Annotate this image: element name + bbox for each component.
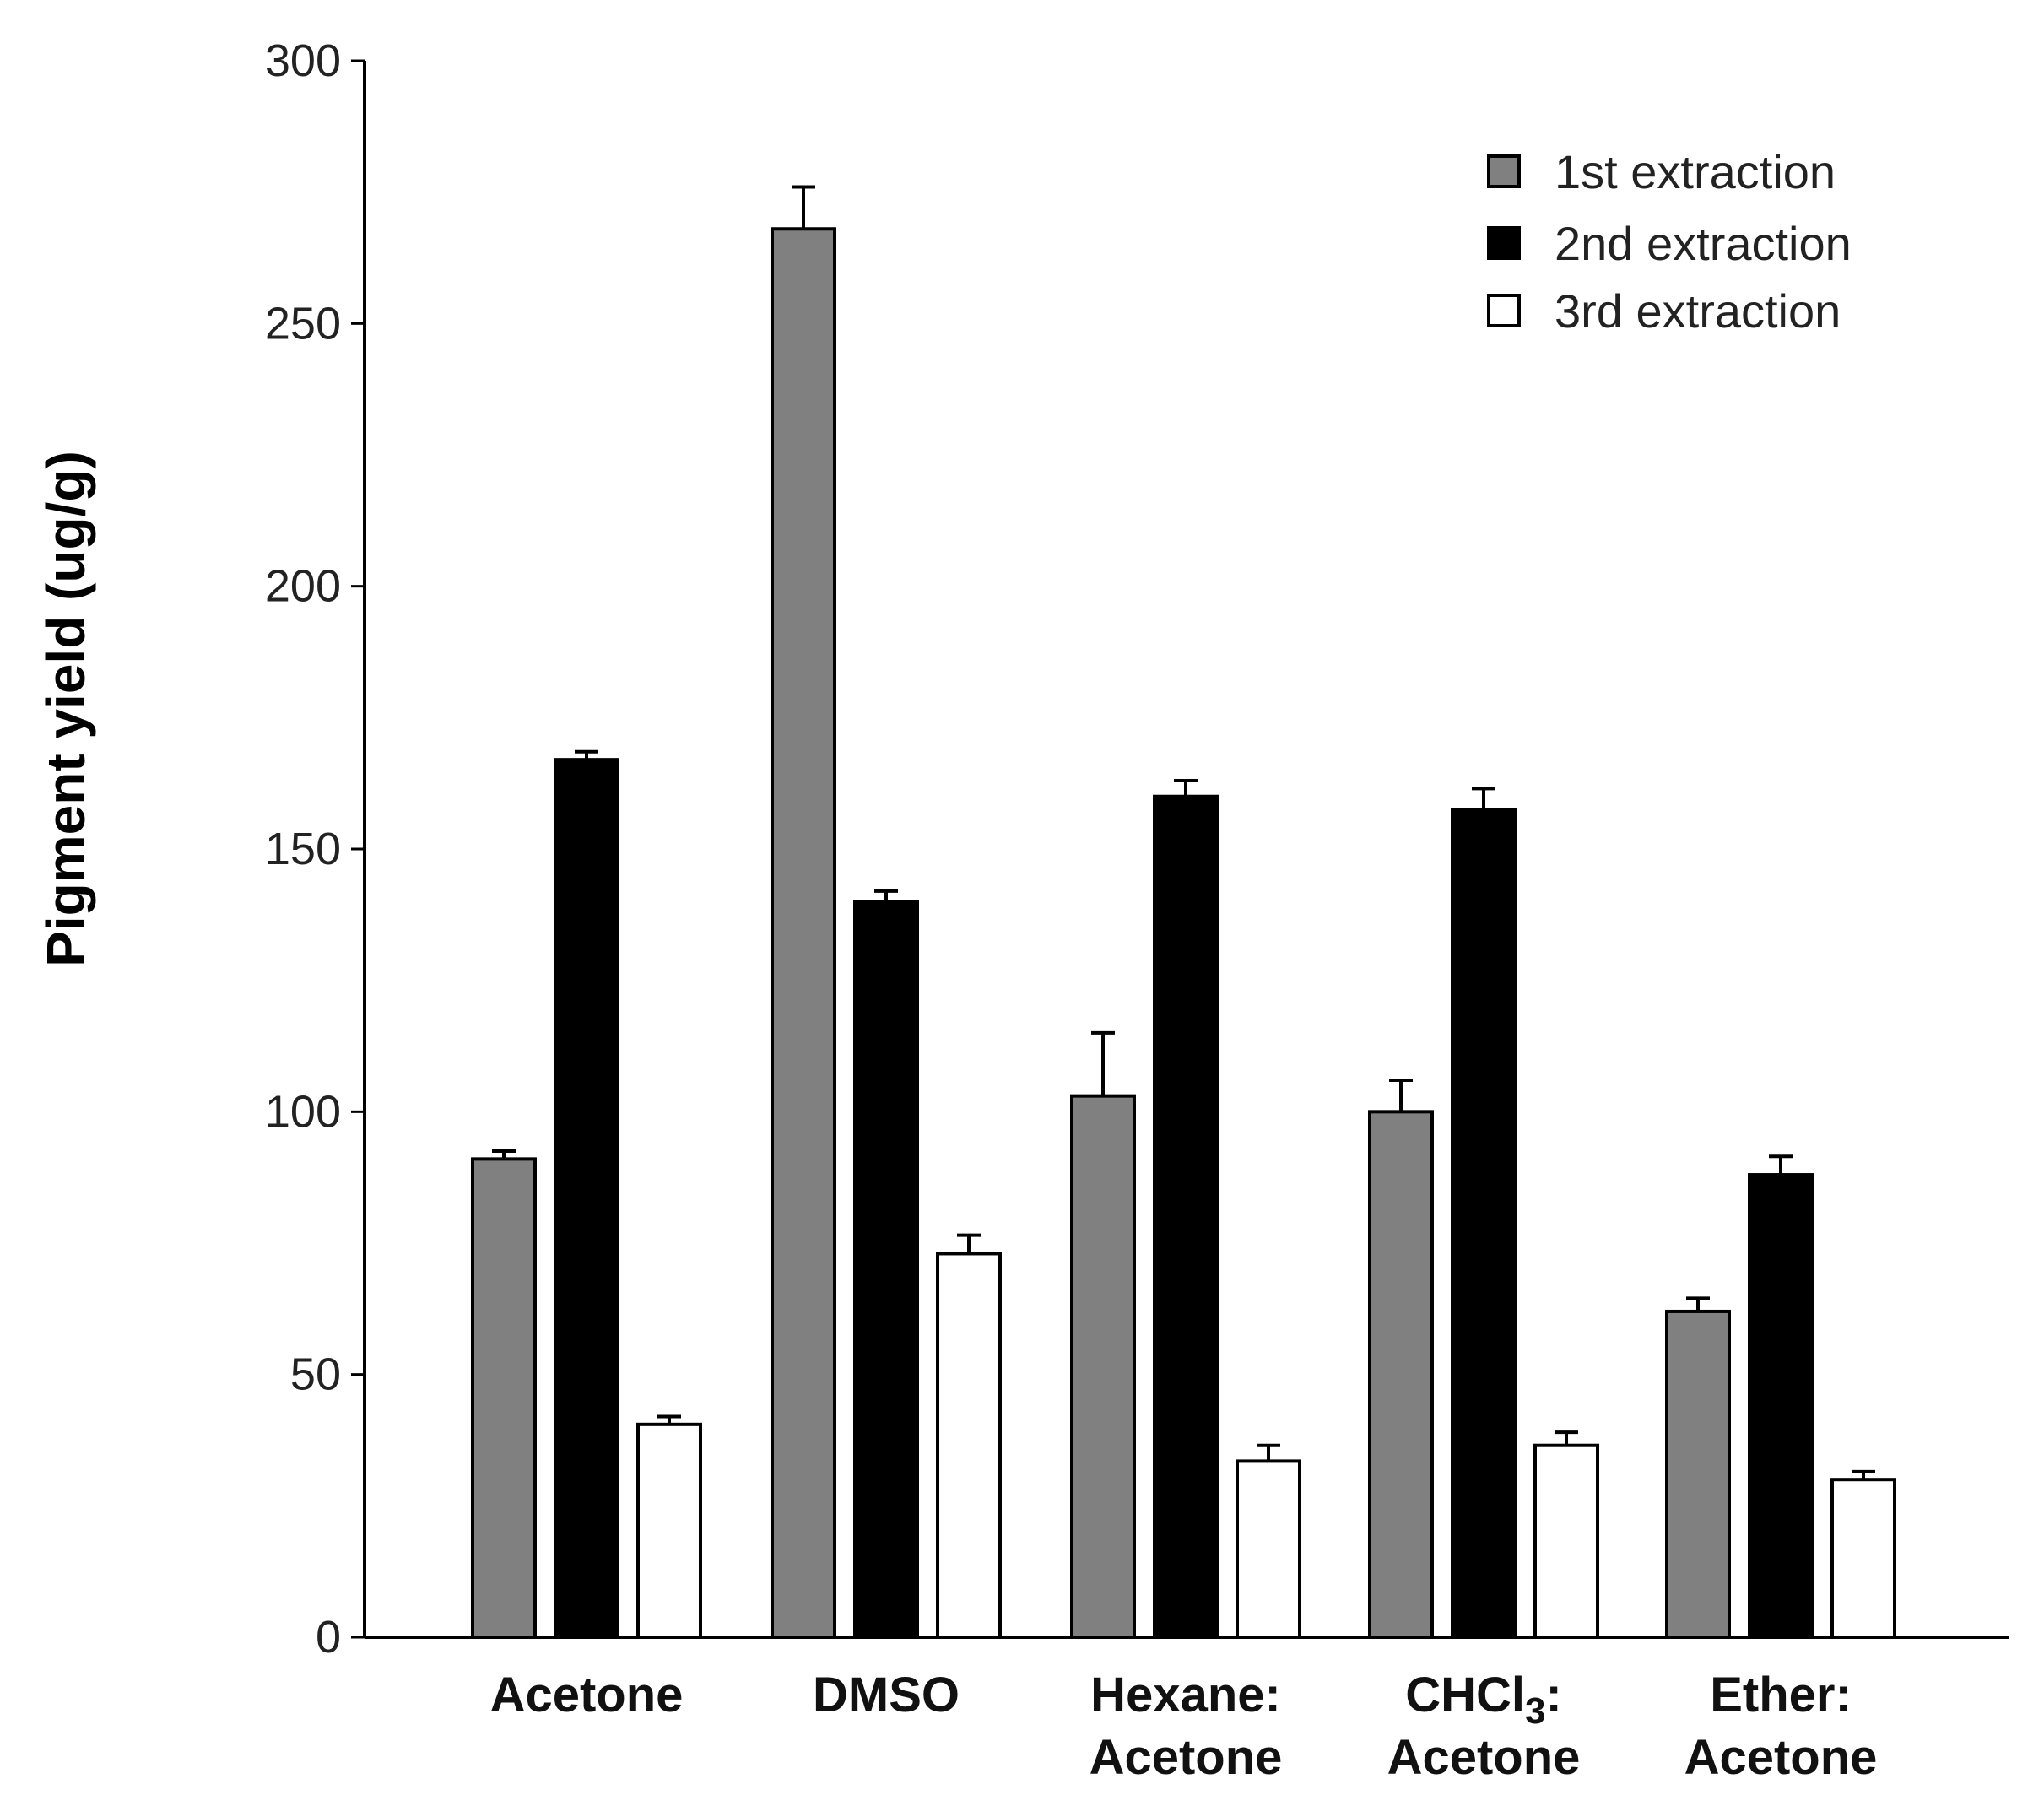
y-tick-label: 200 [265, 561, 341, 612]
y-tick-label: 50 [290, 1349, 341, 1400]
bar-1-3 [1070, 1094, 1136, 1639]
y-tick-label: 150 [265, 824, 341, 874]
bar-1-2 [771, 227, 836, 1640]
legend-label: 2nd extraction [1555, 217, 1852, 270]
bar-3-4 [1533, 1443, 1599, 1640]
bar-2-2 [853, 900, 919, 1640]
y-tick-label: 300 [265, 35, 341, 86]
bar-3-5 [1830, 1478, 1896, 1639]
bar-1-5 [1665, 1309, 1731, 1639]
legend-swatch [1487, 154, 1521, 188]
bar-3-1 [636, 1422, 702, 1639]
category-label-line2: Acetone [1387, 1730, 1581, 1785]
legend-swatch [1487, 294, 1521, 327]
bar-2-5 [1748, 1173, 1814, 1639]
category-label: DMSO [813, 1668, 960, 1722]
bar-2-1 [554, 758, 619, 1640]
legend-label: 1st extraction [1555, 145, 1836, 198]
category-labels: Acetone DMSO Hexane:AcetoneCHCl3:AcetoneEt… [490, 1668, 1878, 1785]
category-label-line2: Acetone [1684, 1730, 1878, 1785]
bar-1-4 [1368, 1110, 1434, 1640]
y-ticks: 0 50 100 150 200 250 300 [265, 35, 365, 1663]
category-label: Hexane: [1090, 1668, 1281, 1722]
bars [471, 185, 1896, 1640]
category-label: Acetone [490, 1668, 684, 1722]
bar-2-4 [1451, 808, 1517, 1639]
bar-3-3 [1236, 1459, 1301, 1639]
y-axis-label: Pigment yield (ug/g) [35, 451, 96, 967]
bar-3-2 [936, 1252, 1002, 1640]
legend-swatch [1487, 226, 1521, 260]
category-label: Ether: [1710, 1668, 1852, 1722]
y-tick-label: 0 [316, 1612, 341, 1663]
legend-label: 3rd extraction [1555, 284, 1841, 338]
category-label-line2: Acetone [1090, 1730, 1283, 1785]
bar-2-3 [1153, 794, 1219, 1639]
bar-1-1 [471, 1157, 537, 1639]
category-label: CHCl3: [1405, 1668, 1562, 1732]
y-tick-label: 250 [265, 298, 341, 349]
y-tick-label: 100 [265, 1086, 341, 1137]
legend: 1st extraction 2nd extraction 3rd extracti… [1487, 145, 1852, 338]
